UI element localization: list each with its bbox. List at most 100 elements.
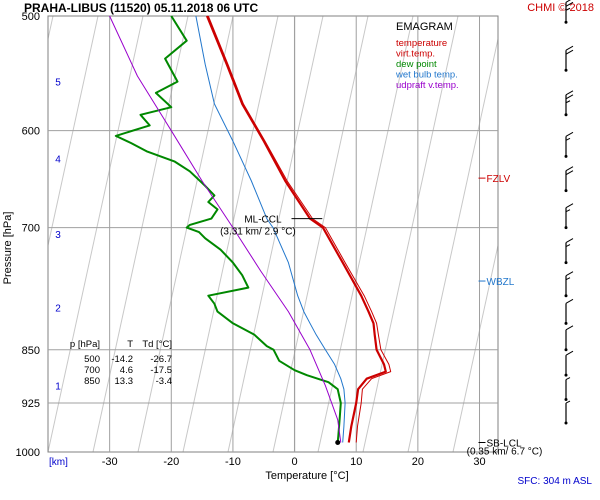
table-cell: 700 bbox=[84, 365, 100, 376]
x-tick-label: -30 bbox=[102, 456, 118, 468]
barb-base bbox=[564, 398, 568, 402]
x-tick-label: -10 bbox=[225, 456, 241, 468]
series-line bbox=[109, 15, 342, 443]
barb-flag bbox=[565, 131, 574, 137]
km-tick-label: 1 bbox=[55, 382, 61, 393]
barb-base bbox=[564, 321, 568, 325]
table-cell: -17.5 bbox=[150, 365, 172, 376]
skew-isotherm bbox=[137, 16, 234, 452]
barb-flag bbox=[565, 7, 571, 11]
table-header: p [hPa] bbox=[70, 339, 100, 350]
y-tick-label: 925 bbox=[22, 398, 40, 410]
series-line bbox=[205, 15, 387, 443]
wind-barbs bbox=[564, 0, 574, 425]
table-header: Td [°C] bbox=[142, 339, 172, 350]
table-cell: 4.6 bbox=[120, 365, 133, 376]
barb-flag bbox=[565, 90, 574, 96]
barb-base bbox=[564, 348, 568, 352]
x-tick-label: 10 bbox=[350, 456, 362, 468]
barb-flag bbox=[565, 377, 571, 380]
skew-isotherm bbox=[317, 16, 414, 452]
y-tick-label: 850 bbox=[22, 345, 40, 357]
skew-isotherm bbox=[182, 16, 279, 452]
y-tick-label: 500 bbox=[22, 11, 40, 23]
copyright-credit: CHMI © 2018 bbox=[527, 2, 594, 14]
legend-item: udpraft v.temp. bbox=[396, 80, 459, 91]
table-cell: -3.4 bbox=[156, 376, 172, 387]
surface-elevation: SFC: 304 m ASL bbox=[518, 476, 593, 487]
x-tick-label: 0 bbox=[292, 456, 298, 468]
barb-flag bbox=[565, 203, 574, 209]
annotation-label: SB-LCL bbox=[487, 438, 522, 449]
legend-item: dew point bbox=[396, 59, 437, 70]
skew-isotherm bbox=[543, 16, 600, 452]
barb-flag bbox=[565, 166, 574, 172]
sounding-table: p [hPa] T Td [°C] 500 -14.2 -26.7 700 4.6 -17.5 8… bbox=[70, 339, 172, 387]
series-line bbox=[195, 15, 346, 443]
barb-flag bbox=[565, 325, 574, 331]
legend-item: virt.temp. bbox=[396, 49, 435, 60]
barb-base bbox=[564, 373, 568, 377]
skew-isotherm bbox=[48, 16, 99, 248]
barb-base bbox=[564, 154, 568, 158]
annotation-label: ML-CCL bbox=[244, 215, 282, 226]
barb-base bbox=[564, 294, 568, 298]
barb-flag bbox=[565, 137, 571, 141]
barb-base bbox=[564, 68, 568, 72]
x-axis-title: Temperature [°C] bbox=[265, 470, 348, 482]
barb-flag bbox=[565, 1, 574, 7]
barb-flag bbox=[565, 400, 571, 404]
x-tick-label: -20 bbox=[163, 456, 179, 468]
km-tick-label: 5 bbox=[55, 78, 61, 89]
barb-base bbox=[564, 189, 568, 193]
table-cell: 500 bbox=[84, 354, 100, 365]
barb-flag bbox=[565, 170, 574, 176]
x-tick-label: 20 bbox=[412, 456, 424, 468]
barb-flag bbox=[565, 350, 574, 356]
legend-item: wet bulb temp. bbox=[395, 70, 458, 81]
skew-isotherm bbox=[407, 36, 498, 452]
barb-flag bbox=[565, 277, 571, 281]
legend-item: temperature bbox=[396, 38, 447, 49]
series-line bbox=[114, 15, 342, 443]
km-tick-label: 4 bbox=[55, 154, 61, 165]
km-axis-label: [km] bbox=[49, 457, 68, 468]
legend-title: EMAGRAM bbox=[396, 21, 453, 33]
annotation-label: (3.31 km/ 2.9 °C) bbox=[220, 226, 296, 237]
skew-isotherm bbox=[452, 243, 498, 452]
y-tick-label: 600 bbox=[22, 126, 40, 138]
station-title: PRAHA-LIBUS (11520) 05.11.2018 06 UTC bbox=[24, 1, 258, 15]
table-cell: -14.2 bbox=[111, 354, 133, 365]
series-line bbox=[207, 15, 392, 443]
annotation-label: FZLV bbox=[487, 174, 511, 185]
barb-base bbox=[564, 113, 568, 117]
table-cell: 850 bbox=[84, 376, 100, 387]
barb-base bbox=[564, 20, 568, 24]
barb-flag bbox=[565, 94, 574, 100]
annotation-label: (0.35 km/ 6.7 °C) bbox=[467, 447, 543, 458]
skew-isotherm bbox=[362, 16, 459, 452]
surface-point bbox=[335, 439, 341, 445]
barb-flag bbox=[565, 271, 574, 277]
chart-series bbox=[109, 15, 392, 445]
y-axis-title: Pressure [hPa] bbox=[2, 212, 14, 285]
y-tick-label: 1000 bbox=[16, 447, 40, 459]
x-tick-label: 30 bbox=[473, 456, 485, 468]
barb-base bbox=[564, 421, 568, 425]
barb-flag bbox=[565, 49, 574, 55]
table-cell: -26.7 bbox=[150, 354, 172, 365]
skew-isotherm bbox=[272, 16, 369, 452]
barb-flag bbox=[565, 244, 571, 248]
km-tick-label: 2 bbox=[55, 304, 61, 315]
barb-flag bbox=[565, 238, 574, 244]
barb-flag bbox=[565, 100, 571, 104]
table-header: T bbox=[127, 339, 133, 350]
barb-flag bbox=[565, 209, 571, 213]
barb-flag bbox=[565, 298, 574, 304]
barb-base bbox=[564, 261, 568, 265]
km-tick-label: 3 bbox=[55, 230, 61, 241]
barb-flag bbox=[565, 0, 571, 3]
